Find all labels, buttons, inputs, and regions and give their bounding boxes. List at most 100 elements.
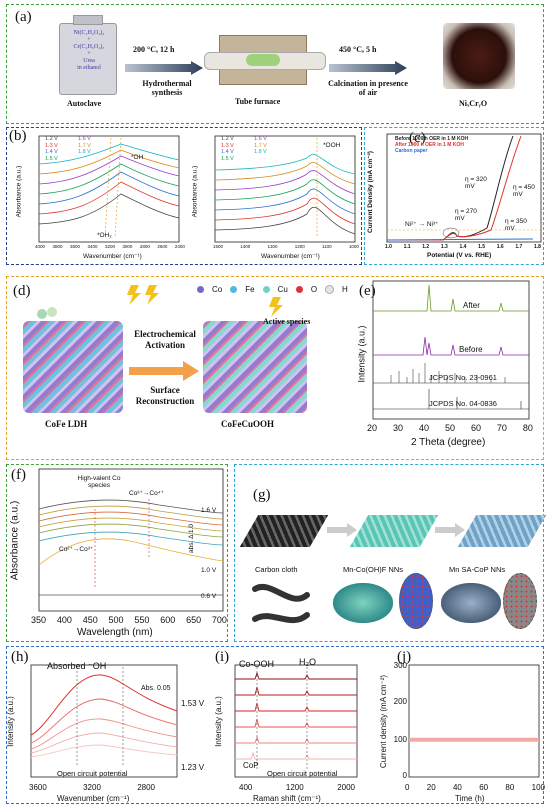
c-legend: Before 1000 h OER in 1 M KOH After 1000 … — [395, 136, 468, 154]
e-ref2-sticks — [428, 389, 522, 409]
f-ann-high: High-valent Co species — [77, 475, 121, 489]
tube-furnace — [204, 35, 326, 85]
f-ann-co23: Co²⁺→Co³⁺ — [59, 546, 94, 553]
e-ref2: JCPDS No. 04-0836 — [429, 399, 497, 408]
zoom-3 — [503, 573, 537, 629]
c-ann-3: η = 270 mV — [455, 208, 477, 222]
d-legend: Co Fe Cu O H — [197, 285, 348, 294]
b-right-legend: 1.2 V 1.3 V 1.4 V 1.5 V 1.6 V 1.7 V 1.8 … — [221, 136, 281, 162]
panel-h-label: (h) — [11, 649, 29, 665]
tick: 100 — [393, 735, 407, 744]
tick: 3400 — [87, 244, 98, 249]
legend-item: 1.3 V — [45, 142, 58, 149]
j-yticks: 300 200 100 0 — [391, 661, 407, 781]
legend-fe: Fe — [245, 285, 255, 294]
legend-dot-h — [325, 285, 335, 294]
e-ticks: 20 30 40 50 60 70 80 — [367, 423, 533, 433]
panel-b-label: (b) — [9, 128, 27, 144]
tick: 1.2 — [422, 244, 430, 250]
b-left-ann1: *OH — [131, 154, 144, 161]
legend-o: O — [310, 285, 318, 294]
g-cap3: Mn SA-CoP NNs — [449, 565, 506, 574]
cloth-3 — [457, 515, 547, 547]
b-left-legend: 1.2 V 1.3 V 1.4 V 1.5 V 1.6 V 1.7 V 1.8 … — [45, 136, 105, 162]
panel-h-plot — [30, 664, 178, 778]
autoclave-vessel: Ni(C₂H₃O₂)₂ + Cr(C₂H₃O₂)₃ + Urea in etha… — [59, 23, 117, 95]
panel-i-plot — [234, 664, 358, 778]
f-ylabel: Absorbance (a.u.) — [9, 500, 21, 581]
tick: 400 — [239, 783, 253, 792]
e-before: Before — [459, 345, 483, 354]
tick: 1100 — [322, 244, 332, 249]
d-center-bottom: Surface Reconstruction — [135, 385, 195, 406]
legend-co: Co — [212, 285, 223, 294]
d-center-top: Electrochemical Activation — [134, 329, 196, 350]
f-v-bot: 0.6 V — [201, 593, 217, 600]
legend-item: 1.2 V — [45, 136, 58, 142]
reagent-3: Urea — [83, 58, 95, 64]
tick: 1.5 — [478, 244, 486, 250]
d-arrow — [129, 361, 199, 381]
panel-hij: (h) Absorbed ⁻OH Abs. 0.05 1.53 V 1.23 V… — [6, 646, 545, 804]
legend-item: 1.6 V — [254, 136, 267, 142]
legend-dot-fe — [230, 286, 238, 293]
tick: 200 — [393, 697, 407, 706]
tick: 1.6 — [496, 244, 504, 250]
h-v-bot: 1.23 V — [181, 763, 205, 772]
tick: 3200 — [104, 244, 115, 249]
tick: 0 — [402, 771, 407, 780]
h-ocp: Open circuit potential — [57, 769, 128, 778]
tick: 3600 — [29, 783, 47, 792]
tick: 60 — [479, 783, 489, 792]
c-ann-5: Ni²⁺ → Ni³⁺ — [405, 221, 439, 228]
arrow-g-1 — [327, 523, 357, 537]
plus-2: + — [87, 51, 91, 57]
i-ocp: Open circuit potential — [267, 769, 338, 778]
legend-cu: Cu — [277, 285, 288, 294]
tick: 1.0 — [385, 244, 392, 250]
panel-j-label: (j) — [397, 649, 412, 665]
fiber-3 — [441, 583, 501, 623]
tick: 20 — [426, 783, 436, 792]
tick: 400 — [56, 615, 72, 625]
tick: 3200 — [83, 783, 101, 792]
f-v-mid: 1.0 V — [201, 567, 217, 574]
h-scale: Abs. 0.05 — [141, 685, 171, 692]
tick: 1200 — [294, 244, 305, 249]
b-left-xlabel: Wavenumber (cm⁻¹) — [83, 253, 142, 260]
zoom-2 — [399, 573, 433, 629]
panel-f-label: (f) — [11, 467, 26, 483]
tick: 2400 — [174, 244, 185, 249]
tick: 1300 — [267, 244, 278, 249]
g-cap2: Mn-Co(OH)F NNs — [343, 565, 403, 574]
tick: 2800 — [137, 783, 155, 792]
tick: 1.7 — [515, 244, 523, 250]
panel-f: (f) High-valent Co species Co³⁺→Co⁴⁺ Co²… — [6, 464, 228, 642]
h-v-top: 1.53 V — [181, 699, 205, 708]
legend-item: 1.7 V — [78, 142, 91, 149]
panel-f-plot — [38, 468, 224, 612]
c-ylabel: Current Density (mA cm⁻²) — [366, 151, 374, 233]
d-active: Active species — [263, 317, 311, 326]
panel-b-right-plot — [214, 135, 356, 243]
step1-bottom: Hydrothermal synthesis — [142, 79, 192, 97]
panel-a: (a) Ni(C₂H₃O₂)₂ + Cr(C₂H₃O₂)₃ + Urea in … — [6, 4, 544, 124]
tick: 2600 — [157, 244, 168, 249]
panel-d-label: (d) — [13, 283, 31, 299]
panel-b: (b) 1.2 V 1.3 V 1.4 V 1.5 V 1.6 V 1.7 V … — [6, 127, 362, 265]
tick: 50 — [444, 423, 455, 433]
i-ylabel: Intensity (a.u.) — [213, 696, 223, 747]
c-ann-1: η = 320 mV — [465, 176, 487, 190]
legend-dot-o — [295, 286, 303, 293]
tick: 3000 — [122, 244, 133, 249]
tick: 2000 — [337, 783, 355, 792]
c-ann-4: η = 350 mV — [505, 218, 527, 232]
cofecuooh-structure — [203, 321, 307, 413]
autoclave-caption: Autoclave — [67, 99, 102, 108]
cloth-2 — [349, 515, 439, 547]
e-ylabel: Intensity (a.u.) — [356, 325, 367, 383]
panel-g-label: (g) — [253, 487, 271, 503]
tick: 1.3 — [440, 244, 448, 250]
f-ann-co34: Co³⁺→Co⁴⁺ — [129, 490, 164, 497]
tick: 80 — [522, 423, 533, 433]
